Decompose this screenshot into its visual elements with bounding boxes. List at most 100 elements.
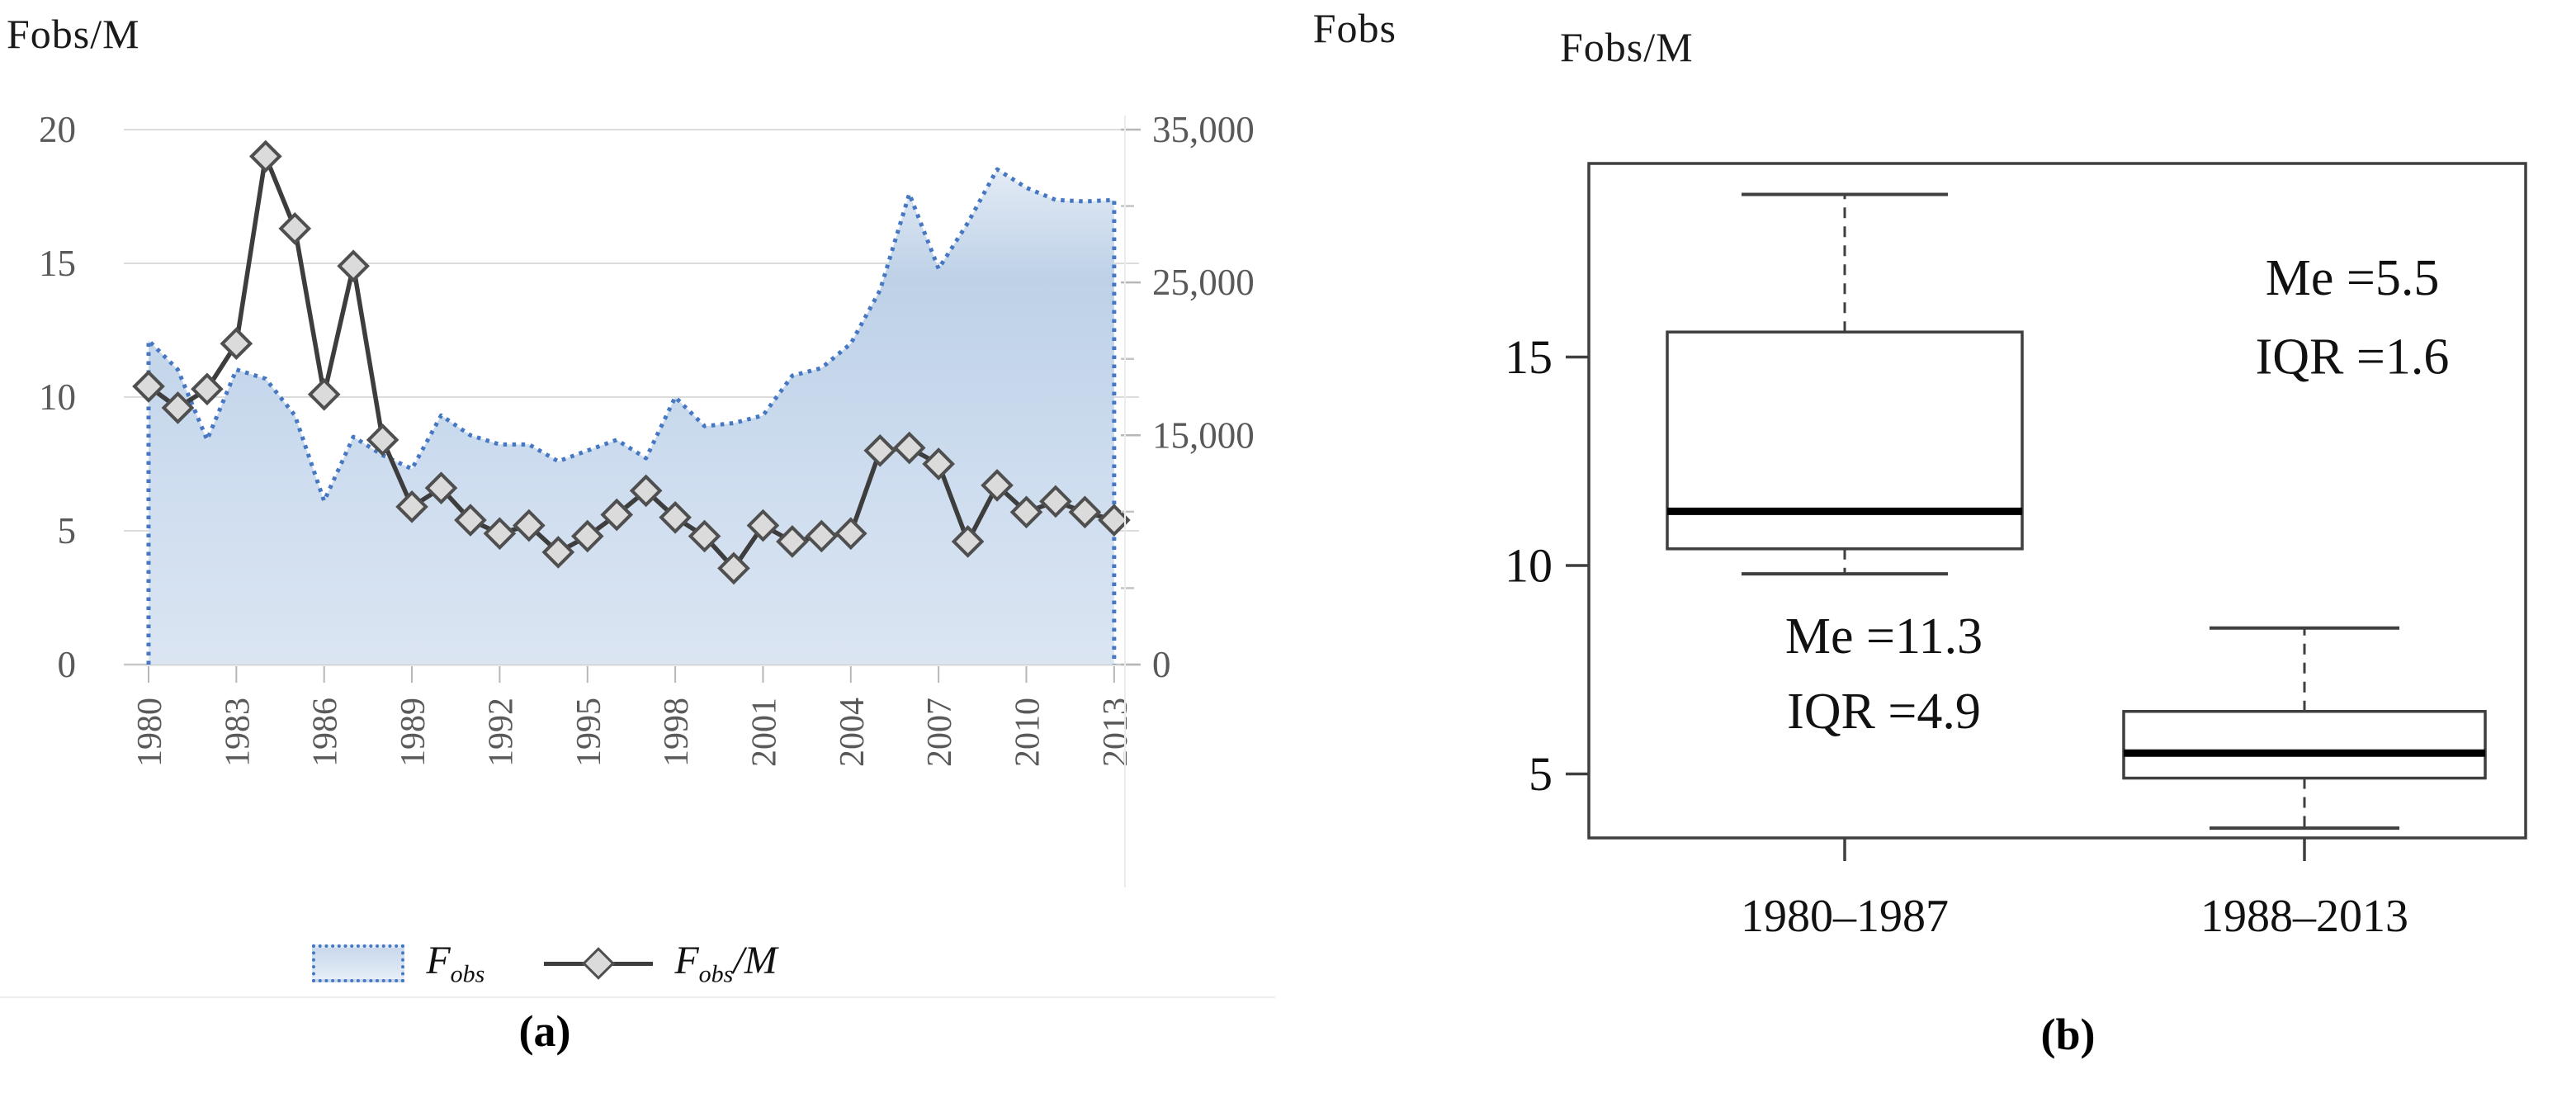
boxplot-box: 1980–1987 — [1666, 192, 2024, 942]
panel-a-divider-line — [0, 996, 1275, 998]
svg-text:1983: 1983 — [219, 698, 257, 767]
svg-text:25,000: 25,000 — [1152, 262, 1255, 303]
legend-item-fobs-m: Fobs/M — [544, 938, 778, 989]
x-axis-labels: 1980 1983 1986 1989 1992 1995 1998 2001 2004 2007… — [131, 666, 1135, 767]
svg-text:35,000: 35,000 — [1152, 109, 1255, 150]
boxplot-frame — [1587, 162, 2527, 840]
line-series-swatch — [544, 946, 654, 980]
svg-text:IQR =1.6: IQR =1.6 — [2256, 329, 2450, 386]
diamond-marker-icon — [1068, 495, 1102, 529]
panel-a-left-axis-title: Fobs/M — [7, 11, 140, 57]
panel-a-caption: (a) — [518, 1006, 571, 1056]
diamond-marker-icon — [337, 249, 370, 283]
diamond-marker-icon — [688, 519, 721, 553]
svg-text:1986: 1986 — [307, 698, 345, 767]
diamond-marker-icon — [629, 474, 663, 508]
right-axis-labels: 35,000 25,000 15,000 0 — [1121, 109, 1255, 685]
diamond-marker-icon — [834, 517, 867, 551]
legend-fobsm-sub: obs — [698, 960, 734, 988]
diamond-marker-icon — [570, 519, 604, 553]
svg-text:1989: 1989 — [395, 698, 432, 767]
diamond-marker-icon — [424, 471, 458, 504]
diamond-marker-icon — [132, 370, 165, 403]
legend-item-fobs: Fobs — [312, 938, 484, 989]
svg-text:15: 15 — [1505, 330, 1553, 384]
svg-text:1998: 1998 — [658, 698, 696, 767]
boxplot-category-label: 1988–2013 — [2200, 891, 2408, 942]
diamond-marker-icon — [659, 500, 692, 534]
line-series-fobs-m — [132, 140, 1131, 585]
legend-label-fobs: Fobs — [426, 938, 484, 989]
legend-fobsm-main: F — [674, 939, 699, 982]
boxplot-annotation: Me =5.5 IQR =1.6 — [2256, 250, 2450, 386]
diamond-marker-icon — [805, 519, 839, 553]
diamond-marker-icon — [600, 498, 634, 532]
diamond-marker-icon — [248, 140, 282, 173]
diamond-marker-icon — [483, 517, 517, 551]
diamond-marker-icon — [541, 536, 575, 569]
svg-text:15,000: 15,000 — [1152, 414, 1255, 456]
panel-a-chart: 0 5 10 15 20 35,000 25,000 15,000 0 1980 1983 1986 1… — [39, 109, 1255, 767]
svg-text:Me =5.5: Me =5.5 — [2266, 250, 2440, 306]
svg-text:10: 10 — [39, 376, 76, 418]
svg-text:15: 15 — [39, 243, 76, 284]
diamond-marker-icon — [1009, 495, 1043, 529]
svg-text:20: 20 — [39, 109, 76, 150]
diamond-marker-icon — [863, 433, 897, 467]
panel-a: Fobs/M Fobs 0 5 10 15 20 35,000 25,000 15,000 0 1… — [0, 5, 1397, 1056]
svg-text:0: 0 — [1152, 644, 1171, 685]
diamond-marker-icon — [191, 372, 224, 406]
diamond-marker-icon — [892, 431, 926, 465]
diamond-marker-icon — [513, 509, 546, 542]
diamond-marker-icon — [161, 391, 195, 424]
legend-label-fobs-m: Fobs/M — [674, 938, 777, 989]
boxplot-annotation: Me =11.3 IQR =4.9 — [1785, 608, 1983, 740]
diamond-marker-icon — [307, 377, 341, 411]
legend-fobs-sub: obs — [450, 960, 485, 988]
panel-b-caption: (b) — [2040, 1010, 2096, 1059]
diamond-marker-icon — [1098, 504, 1131, 537]
svg-text:1992: 1992 — [482, 698, 520, 767]
panel-b-axis-title: Fobs/M — [1560, 24, 1694, 70]
panel-a-legend: Fobs Fobs/M — [50, 938, 1040, 989]
svg-text:0: 0 — [58, 644, 77, 685]
legend-fobs-main: F — [426, 939, 451, 982]
diamond-marker-icon — [1039, 485, 1072, 518]
diamond-marker-icon — [981, 469, 1014, 502]
svg-text:Me =11.3: Me =11.3 — [1785, 608, 1983, 665]
diamond-marker-icon — [278, 212, 312, 245]
svg-text:2007: 2007 — [921, 698, 959, 767]
svg-text:10: 10 — [1505, 539, 1553, 593]
svg-text:2010: 2010 — [1009, 698, 1047, 767]
diamond-marker-icon — [454, 504, 487, 537]
boxplot-category-label: 1980–1987 — [1741, 891, 1949, 942]
legend-fobsm-suffix: /M — [733, 939, 778, 982]
panel-b: Fobs/M 5 10 15 1980–1987 1988–2013 Me =11.3 IQ… — [1444, 0, 2576, 1108]
svg-text:IQR =4.9: IQR =4.9 — [1787, 684, 1981, 740]
svg-text:1995: 1995 — [570, 698, 608, 767]
svg-text:1980: 1980 — [131, 698, 169, 767]
diamond-marker-icon — [395, 490, 428, 523]
svg-text:2013: 2013 — [1097, 698, 1135, 767]
svg-text:5: 5 — [58, 510, 77, 551]
panel-a-right-border-line — [1124, 116, 1126, 887]
area-series-swatch — [312, 944, 405, 982]
svg-text:5: 5 — [1529, 747, 1553, 801]
diamond-marker-icon — [951, 525, 985, 558]
left-axis-labels: 0 5 10 15 20 — [39, 109, 76, 685]
panel-a-right-axis-title: Fobs — [1312, 5, 1397, 51]
svg-text:2001: 2001 — [745, 698, 783, 767]
panel-b-chart: 5 10 15 1980–1987 1988–2013 Me =11.3 IQR =4.9 M… — [1444, 0, 2576, 1108]
area-series-fobs — [146, 167, 1117, 665]
diamond-marker-icon — [220, 327, 253, 361]
boxplot-box: 1988–2013 — [2122, 626, 2487, 942]
diamond-marker-icon — [582, 946, 616, 980]
diamond-marker-icon — [366, 424, 399, 457]
svg-text:2004: 2004 — [834, 698, 872, 767]
diamond-marker-icon — [922, 447, 955, 480]
diamond-marker-icon — [717, 551, 750, 585]
diamond-marker-icon — [746, 509, 780, 542]
